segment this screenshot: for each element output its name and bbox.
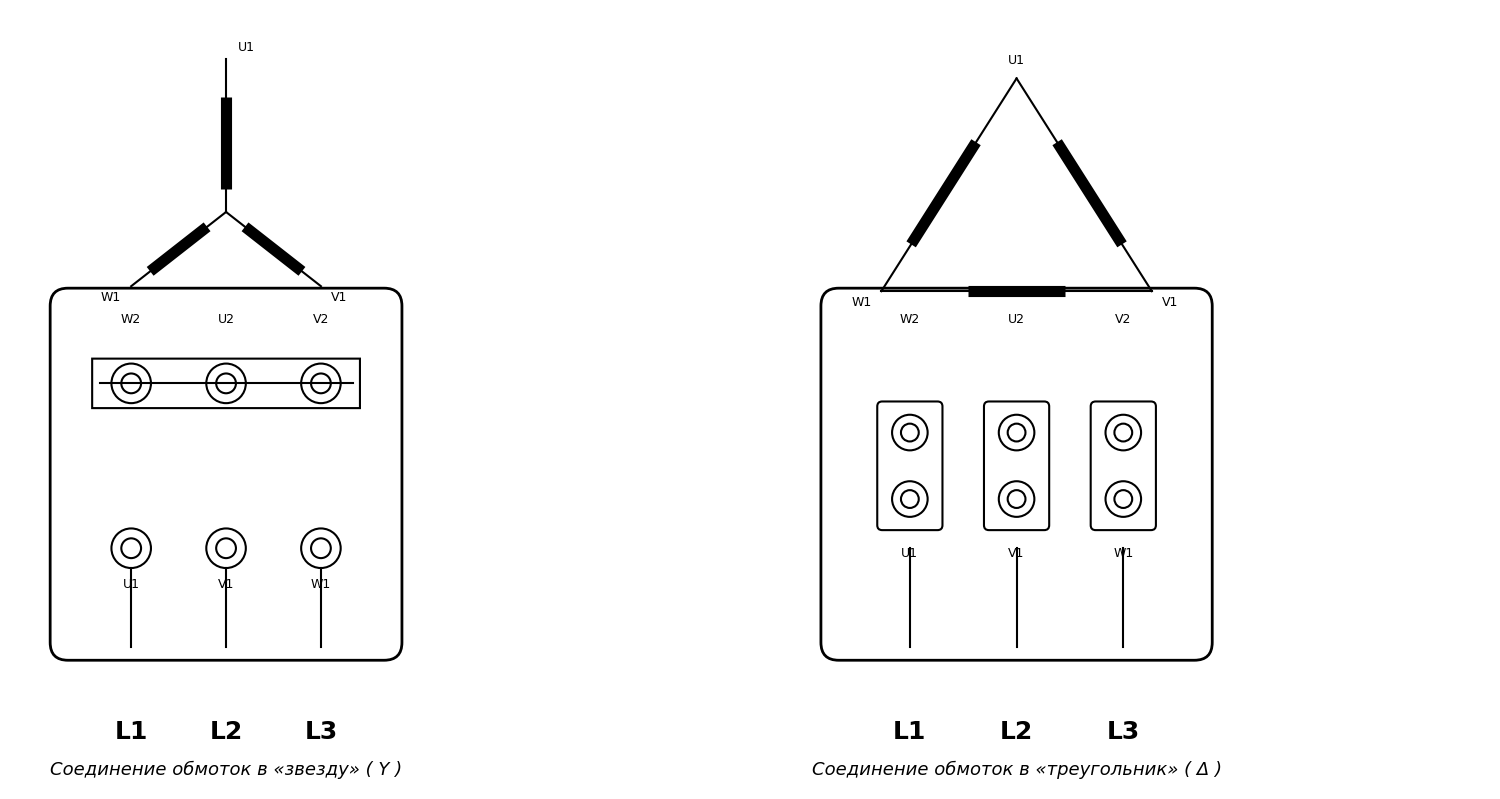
Text: U2: U2 — [1008, 313, 1025, 326]
Text: U1: U1 — [1008, 54, 1025, 66]
Text: L1: L1 — [892, 720, 927, 744]
Text: L3: L3 — [304, 720, 338, 744]
Text: L1: L1 — [114, 720, 148, 744]
Text: W2: W2 — [900, 313, 920, 326]
Text: V2: V2 — [312, 313, 328, 326]
Text: V1: V1 — [332, 291, 346, 304]
Text: L2: L2 — [210, 720, 243, 744]
Text: U1: U1 — [238, 41, 255, 54]
Text: W1: W1 — [1113, 547, 1134, 560]
Text: V1: V1 — [1008, 547, 1025, 560]
Text: L2: L2 — [1000, 720, 1033, 744]
Text: U1: U1 — [902, 547, 918, 560]
Text: U1: U1 — [123, 578, 140, 591]
Text: V1: V1 — [217, 578, 234, 591]
Text: W1: W1 — [310, 578, 332, 591]
Text: Соединение обмоток в «треугольник» ( Δ ): Соединение обмоток в «треугольник» ( Δ ) — [812, 761, 1221, 779]
Text: Соединение обмоток в «звезду» ( Y ): Соединение обмоток в «звезду» ( Y ) — [50, 761, 402, 779]
Text: W1: W1 — [100, 291, 122, 304]
Text: W1: W1 — [852, 296, 871, 309]
Text: U2: U2 — [217, 313, 234, 326]
Text: W2: W2 — [122, 313, 141, 326]
Text: V1: V1 — [1161, 296, 1178, 309]
Text: V2: V2 — [1114, 313, 1131, 326]
Text: L3: L3 — [1107, 720, 1140, 744]
